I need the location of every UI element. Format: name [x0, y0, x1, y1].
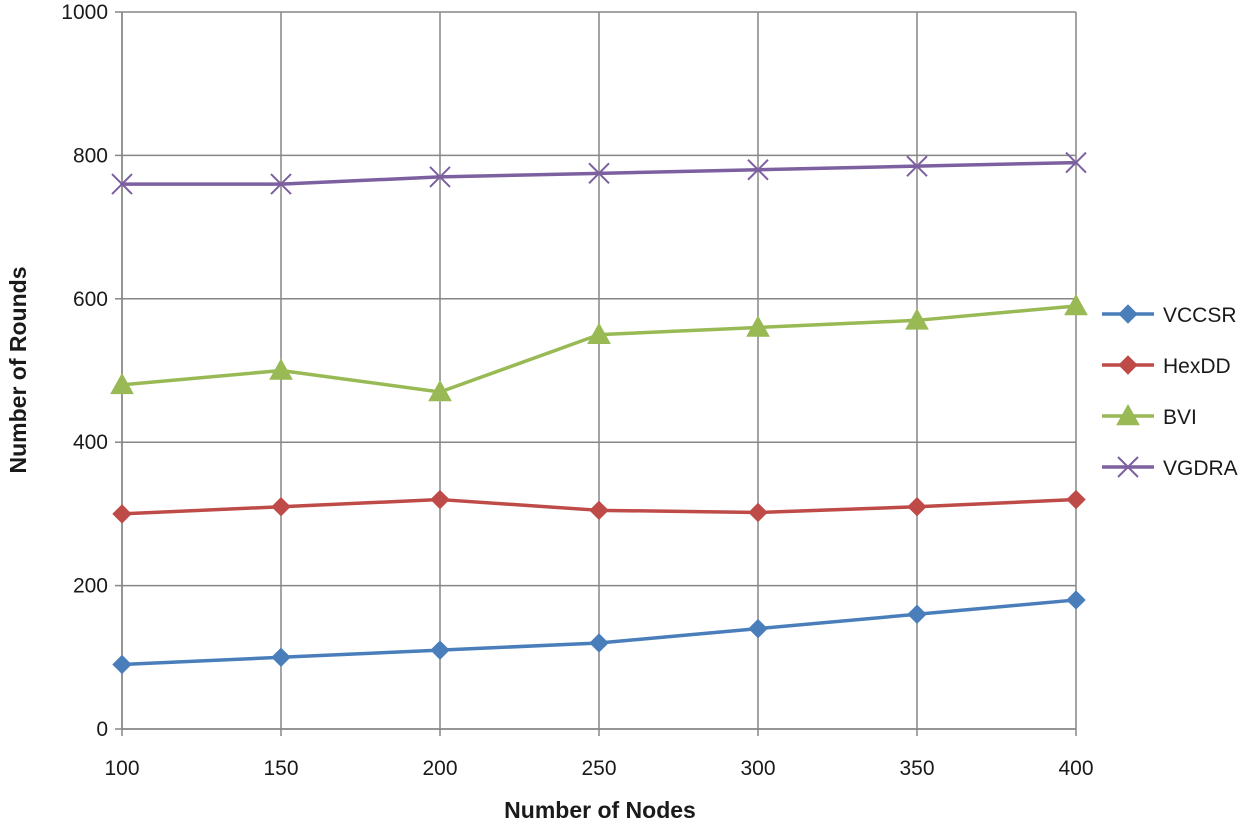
x-tick-label: 250 — [581, 757, 616, 780]
data-point-bvi — [746, 315, 770, 337]
data-point-vgdra — [429, 166, 451, 188]
legend-item-hexdd: HexDD — [1102, 355, 1231, 378]
data-point-hexdd — [748, 502, 768, 523]
data-point-vccsr — [589, 633, 609, 653]
x-tick-label: 350 — [899, 757, 934, 780]
data-point-vccsr — [907, 604, 927, 624]
legend-label: VGDRA — [1163, 457, 1238, 480]
legend-item-vccsr: VCCSR — [1102, 304, 1237, 327]
data-point-vccsr — [748, 618, 768, 639]
legend-swatch-marker — [1117, 456, 1139, 478]
legend-label: BVI — [1163, 406, 1197, 429]
data-point-vgdra-stroke — [1065, 151, 1087, 174]
x-tick-label: 300 — [740, 757, 775, 780]
y-axis-title: Number of Rounds — [5, 267, 31, 474]
data-point-bvi — [905, 308, 929, 330]
tick-labels: 0 200 400 600 800 1000 100 150 200 250 300 350 400 — [61, 1, 1093, 780]
x-tick-label: 200 — [422, 757, 457, 780]
data-point-vccsr — [112, 654, 132, 675]
data-point-vccsr — [430, 640, 450, 660]
series-lines — [110, 151, 1088, 675]
data-point-bvi — [269, 358, 293, 380]
y-tick-label: 600 — [73, 288, 108, 311]
data-point-hexdd — [271, 497, 291, 517]
data-point-vgdra — [747, 159, 769, 181]
data-point-vgdra-stroke — [429, 166, 451, 188]
y-tick-label: 200 — [73, 575, 108, 598]
y-tick-label: 0 — [96, 718, 108, 741]
x-tick-label: 150 — [263, 757, 298, 780]
x-tick-label: 100 — [104, 757, 139, 780]
data-point-vgdra — [111, 173, 133, 195]
legend-item-vgdra: VGDRA — [1102, 456, 1238, 480]
data-point-vgdra — [270, 173, 292, 195]
x-tick-label: 400 — [1058, 757, 1093, 780]
axes — [115, 11, 1077, 736]
legend-swatch-marker-stroke — [1117, 456, 1139, 478]
data-point-hexdd — [1066, 489, 1086, 510]
data-point-hexdd — [112, 504, 132, 524]
data-point-vgdra-stroke — [747, 159, 769, 181]
legend-swatch-marker — [1118, 304, 1138, 324]
data-point-vgdra — [906, 155, 928, 177]
legend-swatch-marker — [1118, 355, 1138, 375]
data-point-hexdd — [589, 500, 609, 521]
legend-label: VCCSR — [1163, 304, 1237, 327]
data-point-vgdra-stroke — [588, 162, 610, 185]
data-point-vgdra-stroke — [111, 173, 133, 195]
legend-swatch-marker — [1116, 403, 1140, 426]
legend-item-bvi: BVI — [1102, 403, 1197, 429]
data-point-vgdra-stroke — [270, 173, 292, 195]
data-point-hexdd — [430, 489, 450, 510]
x-axis-title: Number of Nodes — [504, 797, 696, 823]
data-point-bvi — [428, 379, 452, 402]
data-point-hexdd — [907, 497, 927, 517]
data-point-bvi — [587, 322, 611, 344]
data-point-bvi — [1064, 293, 1088, 316]
data-point-vgdra-stroke — [906, 155, 928, 177]
data-point-vgdra — [588, 162, 610, 185]
data-point-vgdra — [1065, 151, 1087, 174]
data-point-bvi — [110, 372, 134, 395]
legend: VCCSR HexDD BVI VGDRA — [1102, 304, 1238, 480]
legend-label: HexDD — [1163, 355, 1231, 378]
y-tick-label: 800 — [73, 144, 108, 167]
y-tick-label: 1000 — [61, 1, 108, 24]
data-point-vccsr — [1066, 590, 1086, 610]
data-point-vccsr — [271, 647, 291, 668]
y-tick-label: 400 — [73, 431, 108, 454]
